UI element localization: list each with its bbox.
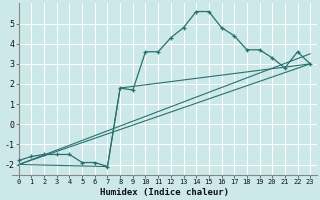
X-axis label: Humidex (Indice chaleur): Humidex (Indice chaleur): [100, 188, 229, 197]
